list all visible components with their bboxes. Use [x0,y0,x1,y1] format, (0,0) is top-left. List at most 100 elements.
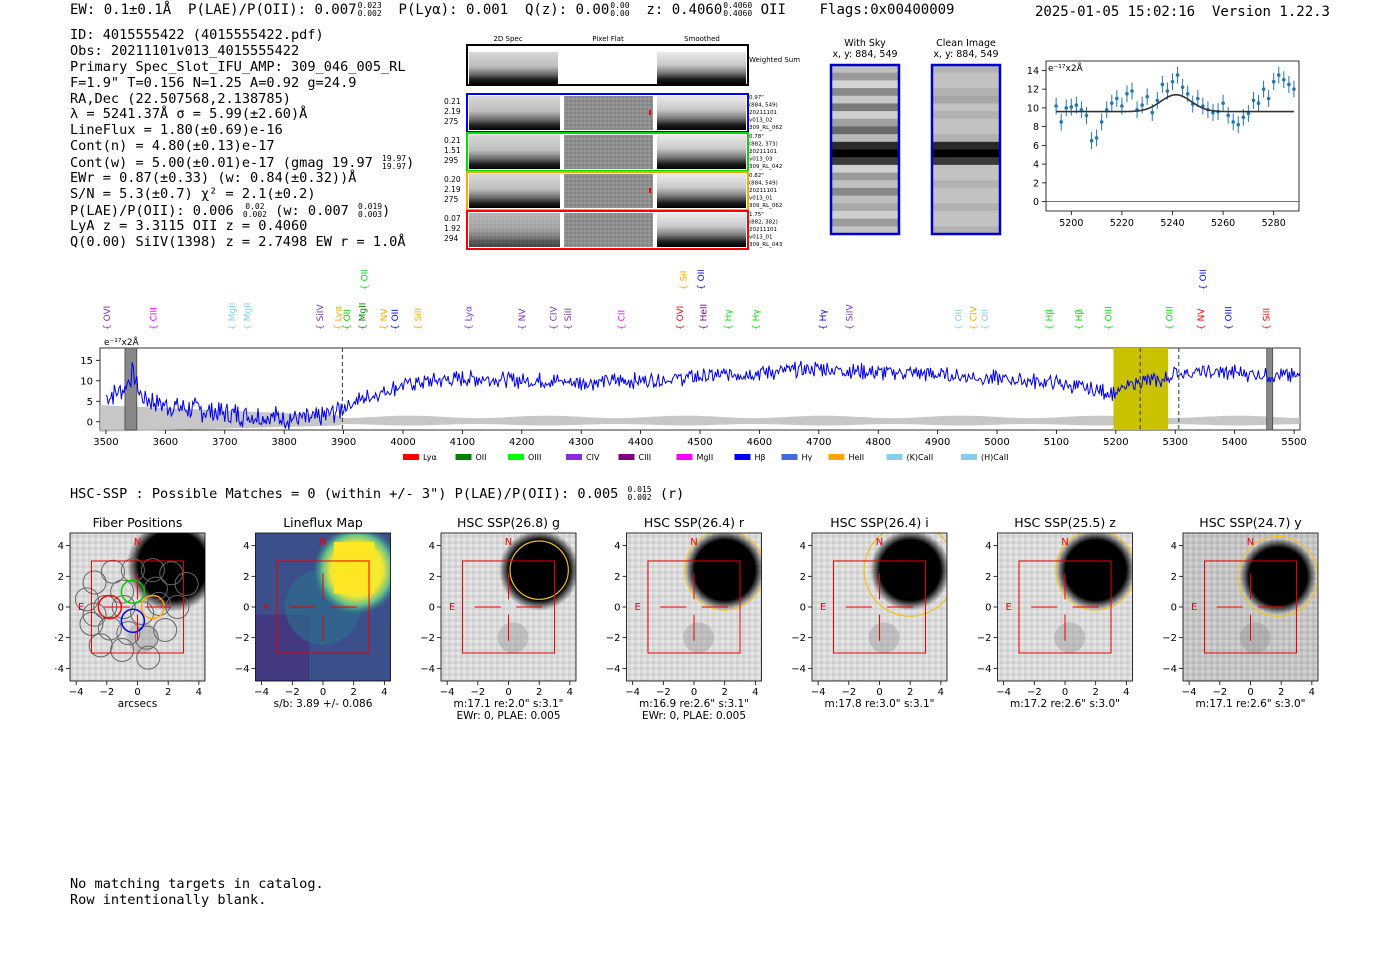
aperture-ellipse [863,533,947,617]
y-tick-label: 4 [58,541,64,552]
x-tick-label: 4100 [450,437,475,448]
qz-value: Q(z): 0.00 [524,2,610,18]
gaussian-fit-curve [1056,94,1294,113]
panel-caption: m:17.8 re:3.0" s:3.1" [825,698,935,710]
x-tick-label: 5100 [1044,437,1069,448]
col-title-smooth: Smoothed [684,35,720,43]
data-point [1064,106,1069,110]
data-point [1054,104,1058,108]
cutout-right-label: 1.75" [749,212,764,218]
x-tick-label: 4600 [747,437,772,448]
x-tick-label: −2 [841,687,856,698]
north-label: N [1061,537,1068,548]
faint-source [1239,622,1271,654]
east-label: E [78,602,84,613]
cutout-right-label: v013_01 [749,196,773,202]
cutout-smooth-image [657,96,746,130]
x-tick-label: 5280 [1262,218,1286,229]
x-tick-label: −2 [285,687,300,698]
error-band [100,405,1300,432]
version: Version 1.22.3 [1211,4,1330,20]
x-tick-label: 0 [505,687,511,698]
info-sn: S/N = 5.3(±0.7) χ² = 2.1(±0.2) [70,185,316,202]
y-tick-label: 4 [429,541,435,552]
x-tick-label: −2 [470,687,485,698]
data-point [1104,107,1109,112]
x-tick-label: 0 [876,687,882,698]
y-tick-label: 0 [985,603,991,614]
cutout-left-label: 0.21 [444,136,461,145]
panel-title: HSC SSP(26.8) g [457,515,560,530]
timestamp: 2025-01-05 15:02:16 [1034,4,1196,20]
info-plae: P(LAE)/P(OII): 0.006 0.02 0.002 (w: 0.007… [70,201,391,219]
fiber-circle [110,637,135,662]
panel-title: HSC SSP(25.5) z [1014,515,1116,530]
east-label: E [1006,602,1012,613]
y-tick-label: 4 [243,541,249,552]
fiber-circle-highlight [120,579,146,604]
x-tick-label: −2 [99,687,114,698]
sky-stripe [831,111,899,120]
info-radec: RA,Dec (22.507568,2.138785) [70,90,291,107]
x-tick-label: 5260 [1211,218,1235,229]
x-tick-label: −4 [811,687,826,698]
bright-source [1055,533,1133,611]
col-title-2d: 2D Spec [493,35,522,43]
hsc-panel: Fiber Positions N E −4 −2 0 2 4 4 2 0 −2 −4 arcsecs [55,515,206,710]
footer-line-1: No matching targets in catalog. [70,876,324,892]
clean-stripe [932,134,1000,143]
detection-info: ID: 4015555422 (4015555422.pdf) Obs: 202… [70,27,414,250]
panel-title: HSC SSP(26.4) r [644,515,745,530]
line-id-label: { CIV [969,305,979,330]
search-box [461,560,556,654]
data-point [1175,73,1180,77]
cutout-left-label: 1.92 [444,224,461,233]
clean-image [932,65,1000,235]
sky-stripe [831,187,899,197]
x-tick-label: 4300 [568,437,593,448]
data-point [1130,89,1134,93]
cutout-left-label: 2.19 [444,185,461,194]
data-point [1165,89,1170,93]
sky-stripe [831,157,899,166]
x-tick-label: 3600 [153,437,178,448]
x-tick-label: 2 [1092,687,1098,698]
line-id-label: { NV [518,308,528,330]
x-tick-label: −2 [1212,687,1227,698]
cutout-right-label: 309_RL_042 [749,164,782,170]
y-tick-label: −2 [977,633,992,644]
x-tick-label: 0 [320,687,326,698]
line-id-label: { SiIV [846,304,856,330]
faint-source [497,622,529,654]
data-point [1089,138,1094,143]
legend-swatch [455,454,472,460]
x-tick-label: 5200 [1103,437,1128,448]
sky-stripe [831,80,899,89]
masked-region [1266,347,1274,431]
line-id-label: { MgII [359,303,369,330]
cutout-left-label: 0.21 [444,97,461,106]
masked-region [124,347,138,431]
y-tick-label: 2 [614,572,620,583]
cutout-left-label: 275 [444,117,459,126]
search-box [647,560,741,654]
cutout-right-label: (882, 382) [749,220,778,226]
legend-swatch [886,454,903,460]
line-id-label: { Hβ [1075,309,1085,330]
y-tick-label: −4 [606,664,621,675]
line-id-label: { SiII [1263,308,1273,330]
y-tick-label: 0 [800,603,806,614]
line-id-label: { OVI [103,306,113,330]
x-tick-label: 3800 [271,437,296,448]
line-id-label: { OIII [1165,306,1175,330]
info-lineflux: LineFlux = 1.80(±0.69)e-16 [70,122,283,139]
line-id-label: { OVI [676,306,686,330]
data-point [1069,105,1074,109]
cutout-smooth-image [657,174,746,208]
info-obs: Obs: 20211101v013_4015555422 [70,42,300,59]
sky-stripe [831,134,899,143]
data-point [1079,107,1084,112]
line-id-labels: { OVI{ CIII{ MgII{ MgII{ SiIV{ Lyα{ OII{… [103,270,1273,330]
cutout-right-label: 20211101 [749,227,777,233]
clean-stripe [932,164,1000,174]
